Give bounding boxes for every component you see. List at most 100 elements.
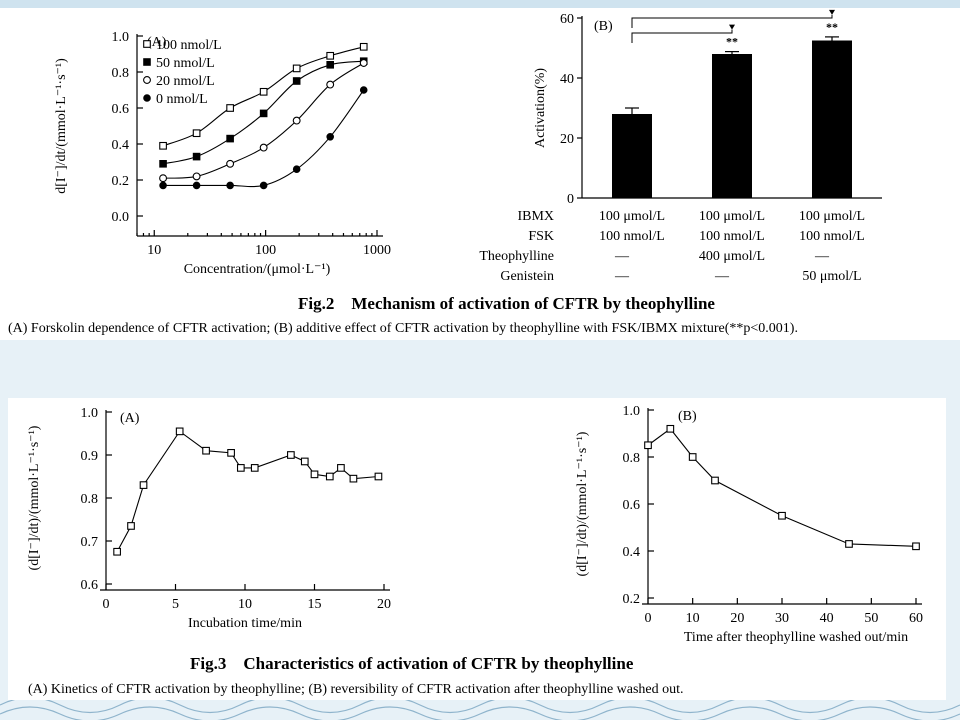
data-point: [326, 80, 335, 89]
series-0: [644, 424, 920, 551]
data-point: [666, 424, 675, 433]
bar: [712, 54, 752, 198]
data-point: [359, 86, 368, 94]
condition-row-label: FSK: [528, 229, 554, 244]
data-point: [359, 42, 368, 51]
legend-entry: 100 nmol/L: [156, 38, 222, 53]
y-tick-label: 0.6: [112, 102, 130, 117]
condition-row-label: IBMX: [517, 209, 554, 224]
legend-entry: 0 nmol/L: [156, 92, 208, 107]
data-point: [175, 427, 184, 436]
data-point: [374, 472, 383, 481]
data-point: [226, 159, 235, 168]
fig3-title: Fig.3 Characteristics of activation of C…: [190, 654, 634, 673]
data-point: [325, 472, 334, 481]
data-point: [226, 134, 234, 143]
data-point: [287, 451, 295, 459]
condition-cell: —: [614, 269, 630, 284]
condition-cell: 100 μmol/L: [699, 209, 765, 224]
bar: [812, 40, 852, 198]
y-tick-label: 0.4: [112, 138, 130, 153]
y-tick-label: 1.0: [81, 406, 99, 421]
legend-entry: 20 nmol/L: [156, 74, 215, 89]
y-tick-label: 0.8: [112, 66, 130, 81]
x-tick-label: 20: [730, 611, 744, 626]
top-accent-bar: [0, 0, 960, 8]
data-point: [778, 511, 786, 520]
data-point: [349, 474, 358, 483]
data-point: [159, 174, 168, 183]
y-tick-label: 0.4: [623, 545, 641, 560]
panel-label: (B): [594, 19, 613, 34]
y-tick-label: 1.0: [623, 404, 641, 419]
condition-row-label: Genistein: [500, 269, 554, 284]
y-tick-label: 20: [560, 132, 574, 147]
data-point: [159, 141, 167, 150]
data-point: [192, 172, 201, 181]
y-axis-label: (d[I⁻]/dt)/(mmol·L⁻¹·s⁻¹): [27, 425, 42, 570]
y-tick-label: 0.8: [623, 451, 641, 466]
x-tick-label: 50: [864, 611, 878, 626]
x-tick-label: 30: [775, 611, 789, 626]
bracket-arrow: [829, 9, 835, 15]
data-point: [250, 464, 259, 472]
comparison-bracket: [631, 14, 833, 28]
fig3-panel: [8, 398, 946, 700]
series-2: [159, 59, 368, 183]
data-point: [845, 540, 853, 548]
panel-label: (A): [147, 35, 167, 50]
data-point: [227, 448, 235, 457]
x-tick-label: 10: [238, 597, 252, 612]
x-tick-label: 100: [255, 243, 276, 258]
x-tick-label: 10: [686, 611, 700, 626]
panel-label: (A): [120, 411, 140, 426]
y-tick-label: 0.2: [623, 592, 641, 607]
data-point: [139, 481, 148, 489]
significance-mark: **: [826, 20, 838, 34]
data-point: [292, 64, 301, 73]
data-point: [359, 59, 368, 67]
data-point: [127, 522, 135, 530]
y-tick-label: 0.0: [112, 210, 130, 225]
data-point: [259, 87, 268, 96]
fig2-caption: (A) Forskolin dependence of CFTR activat…: [8, 321, 798, 336]
condition-cell: —: [714, 269, 730, 284]
legend-marker: [143, 58, 151, 66]
y-axis-label: (d[I⁻]/dt)/(mmol·L⁻¹·s⁻¹): [575, 431, 590, 576]
condition-row-label: Theophylline: [479, 249, 554, 264]
comparison-bracket: [631, 29, 733, 43]
condition-cell: —: [614, 249, 630, 264]
y-tick-label: 0.2: [112, 174, 130, 189]
condition-cell: 100 nmol/L: [699, 229, 765, 244]
data-point: [236, 464, 245, 472]
data-point: [226, 181, 234, 190]
data-point: [259, 143, 268, 152]
condition-cell: 100 nmol/L: [599, 229, 665, 244]
data-point: [192, 152, 201, 161]
condition-cell: 50 μmol/L: [802, 269, 861, 284]
x-axis-label: Time after theophylline washed out/min: [684, 630, 908, 645]
data-point: [292, 165, 301, 173]
x-tick-label: 15: [308, 597, 322, 612]
fig3-caption: (A) Kinetics of CFTR activation by theop…: [28, 682, 684, 697]
data-point: [113, 547, 121, 556]
x-tick-label: 1000: [363, 243, 391, 258]
y-tick-label: 40: [560, 72, 574, 87]
data-point: [192, 181, 201, 190]
data-point: [292, 116, 301, 125]
data-point: [292, 77, 301, 85]
data-point: [159, 181, 167, 190]
axes: [100, 410, 390, 591]
data-point: [259, 181, 268, 190]
data-point: [310, 470, 319, 479]
data-point: [300, 457, 309, 466]
y-axis-label: d[I⁻]/dt/(mmol·L⁻¹·s⁻¹): [54, 58, 69, 194]
significance-mark: **: [726, 35, 738, 49]
data-point: [337, 464, 345, 472]
chart-fig2b: 0 20 40 60 (B) Activation(%) ** ** IBMX 100 μmol/…: [479, 9, 882, 284]
x-tick-label: 5: [172, 597, 179, 612]
y-tick-label: 0.7: [81, 535, 99, 550]
panel-label: (B): [678, 409, 697, 424]
data-point: [326, 61, 334, 69]
